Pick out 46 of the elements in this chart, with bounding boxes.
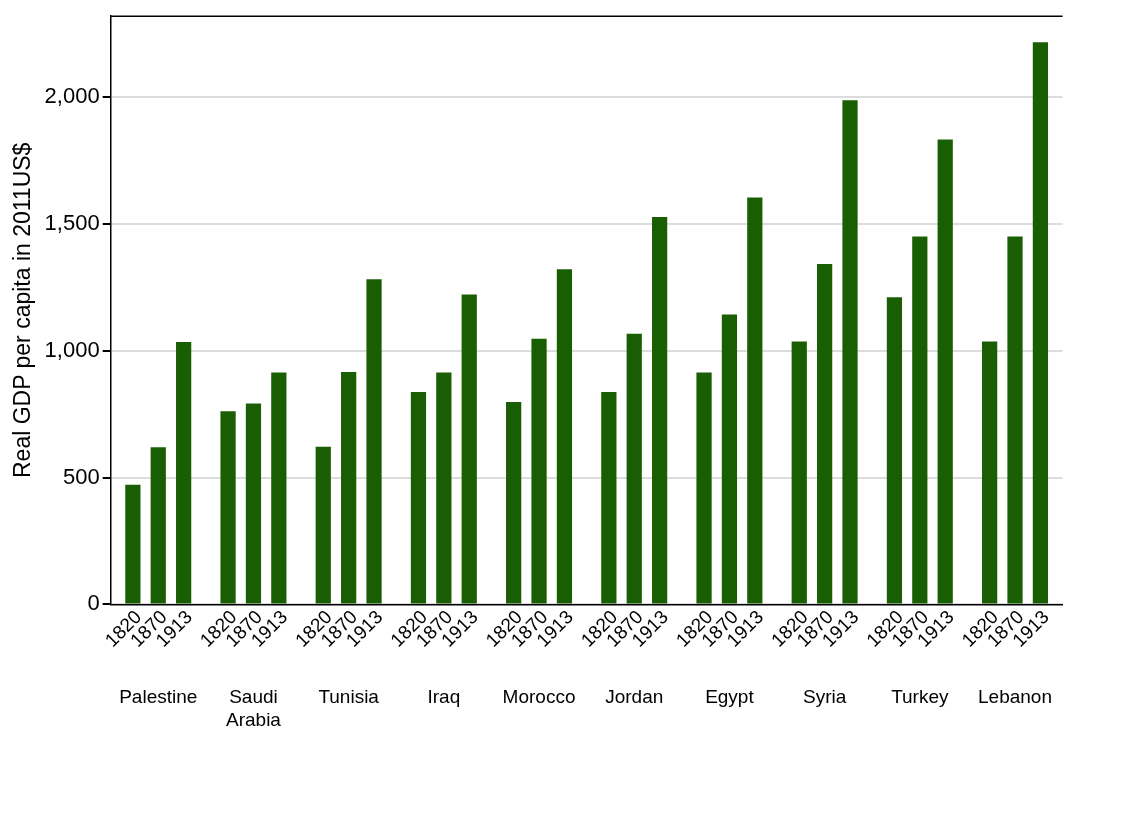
x-tick-label: Morocco: [502, 686, 576, 708]
bar: [817, 263, 833, 604]
bar: [842, 100, 858, 604]
bar: [176, 341, 192, 604]
bar: [982, 341, 998, 604]
bar: [1032, 42, 1049, 604]
bar: [506, 402, 522, 604]
y-tick-label: 2,000: [44, 83, 100, 109]
x-tick-label: Palestine: [119, 686, 198, 708]
y-tick-label: 1,000: [44, 336, 100, 362]
x-tick-label: Iraq: [427, 686, 461, 708]
bar: [696, 372, 712, 604]
y-tick-label: 0: [87, 590, 100, 616]
bar: [747, 197, 763, 604]
bar: [791, 341, 807, 604]
bar: [125, 484, 141, 604]
bar: [886, 297, 903, 604]
bar: [410, 391, 427, 604]
bar: [366, 279, 382, 604]
x-tick-label: Lebanon: [978, 686, 1052, 708]
bar: [220, 411, 236, 604]
y-tick-label: 500: [62, 463, 100, 489]
bar: [626, 333, 642, 604]
y-axis-title: Real GDP per capita in 2011US$: [9, 142, 36, 478]
x-tick-label: Jordan: [605, 686, 664, 708]
x-tick-label: Syria: [802, 686, 847, 708]
bar: [937, 139, 953, 604]
bar: [150, 447, 166, 604]
bar: [556, 269, 573, 604]
x-tick-label: Tunisia: [318, 686, 380, 708]
bar: [341, 371, 357, 604]
bar: [652, 217, 668, 604]
x-tick-label: Saudi Arabia: [225, 686, 282, 730]
y-tick-label: 1,500: [44, 210, 100, 236]
x-tick-label: Egypt: [705, 686, 755, 708]
bar: [436, 372, 452, 604]
bar: [531, 338, 547, 604]
bar: [721, 314, 738, 604]
bar: [912, 236, 928, 604]
bar: [1007, 236, 1023, 604]
bar: [461, 294, 477, 604]
bar: [245, 403, 262, 604]
bar: [315, 446, 331, 604]
x-tick-label: Turkey: [891, 686, 949, 708]
bar: [271, 372, 287, 604]
bar: [601, 391, 617, 604]
